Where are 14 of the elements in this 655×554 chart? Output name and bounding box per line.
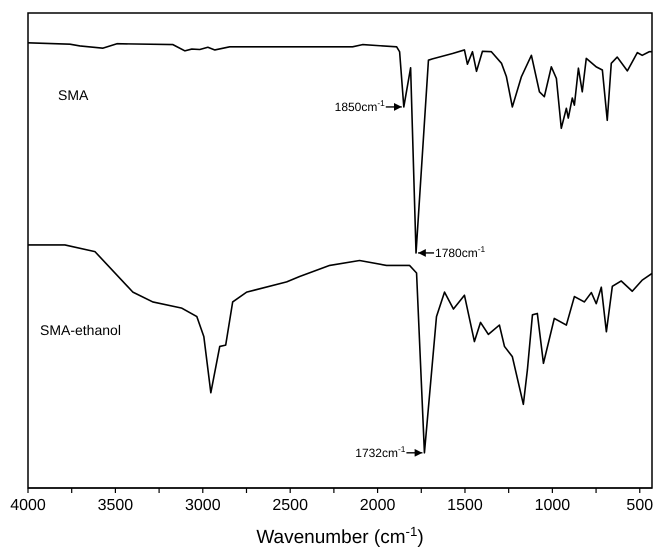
annotation: 1780cm$^{-1}$: [435, 244, 486, 260]
annotation: 1732cm$^{-1}$: [355, 444, 406, 460]
text: SMA: [58, 86, 89, 103]
x-tick-label: 3000: [184, 497, 221, 514]
x-tick-label: 1500: [447, 497, 483, 514]
x-axis-title: Wavenumber (cm$^{-1}$): [256, 524, 424, 548]
x-tick-label: 1000: [534, 497, 570, 514]
annotation: 1850cm$^{-1}$: [334, 98, 386, 114]
x-tick-label: 2500: [272, 497, 308, 514]
x-tick-label: 3500: [98, 497, 134, 514]
x-tick-label: 4000: [10, 497, 46, 514]
text: SMA-ethanol: [40, 322, 121, 338]
x-tick-label: 500: [626, 497, 654, 514]
x-tick-label: 2000: [360, 497, 396, 514]
